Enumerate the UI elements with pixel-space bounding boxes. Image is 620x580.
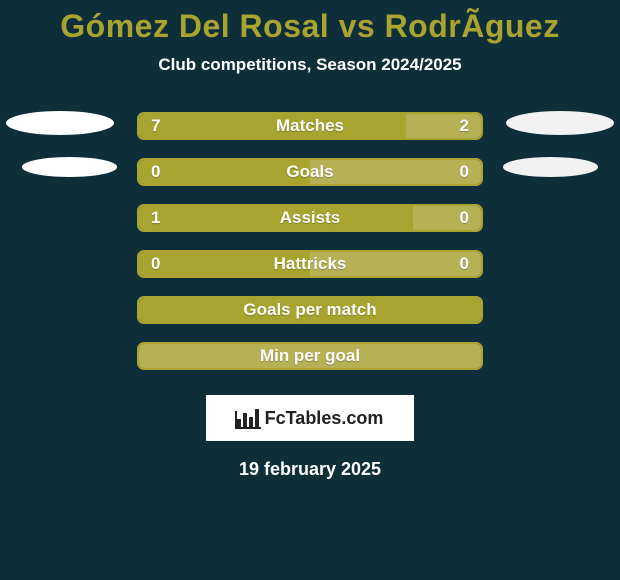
stat-bar-right-fill [310, 160, 481, 184]
stat-value-left: 7 [151, 114, 160, 138]
stat-row: 00Hattricks [0, 241, 620, 287]
stat-bar: 10Assists [137, 204, 483, 232]
stat-row: 10Assists [0, 195, 620, 241]
bar-chart-icon [237, 409, 259, 427]
page-subtitle: Club competitions, Season 2024/2025 [0, 55, 620, 75]
stat-bar: 00Goals [137, 158, 483, 186]
player1-marker [22, 157, 117, 177]
stat-value-right: 0 [460, 160, 469, 184]
stat-bar-left-fill [139, 298, 481, 322]
stat-value-right: 0 [460, 252, 469, 276]
stat-bar-left-fill [139, 114, 406, 138]
stat-bar-left-fill [139, 252, 310, 276]
stat-bar-left-fill [139, 160, 310, 184]
stat-row: 72Matches [0, 103, 620, 149]
stat-value-left: 0 [151, 160, 160, 184]
stat-row: Goals per match [0, 287, 620, 333]
comparison-infographic: Gómez Del Rosal vs RodrÃ­guez Club compe… [0, 0, 620, 580]
stat-bar-left-fill [139, 206, 413, 230]
stat-bar: 00Hattricks [137, 250, 483, 278]
stat-bar-right-fill [310, 252, 481, 276]
stat-value-right: 2 [460, 114, 469, 138]
source-badge-text: FcTables.com [265, 408, 384, 429]
date-text: 19 february 2025 [0, 459, 620, 480]
stat-bar-right-fill [139, 344, 481, 368]
stat-bar: 72Matches [137, 112, 483, 140]
stat-value-right: 0 [460, 206, 469, 230]
player2-marker [503, 157, 598, 177]
stat-bar: Min per goal [137, 342, 483, 370]
player1-marker [6, 111, 114, 135]
stat-value-left: 1 [151, 206, 160, 230]
stats-chart: 72Matches00Goals10Assists00HattricksGoal… [0, 103, 620, 379]
stat-bar-right-fill [406, 114, 481, 138]
stat-bar: Goals per match [137, 296, 483, 324]
stat-value-left: 0 [151, 252, 160, 276]
source-badge: FcTables.com [206, 395, 414, 441]
stat-row: Min per goal [0, 333, 620, 379]
player2-marker [506, 111, 614, 135]
stat-row: 00Goals [0, 149, 620, 195]
page-title: Gómez Del Rosal vs RodrÃ­guez [0, 0, 620, 45]
stat-bar-right-fill [413, 206, 481, 230]
